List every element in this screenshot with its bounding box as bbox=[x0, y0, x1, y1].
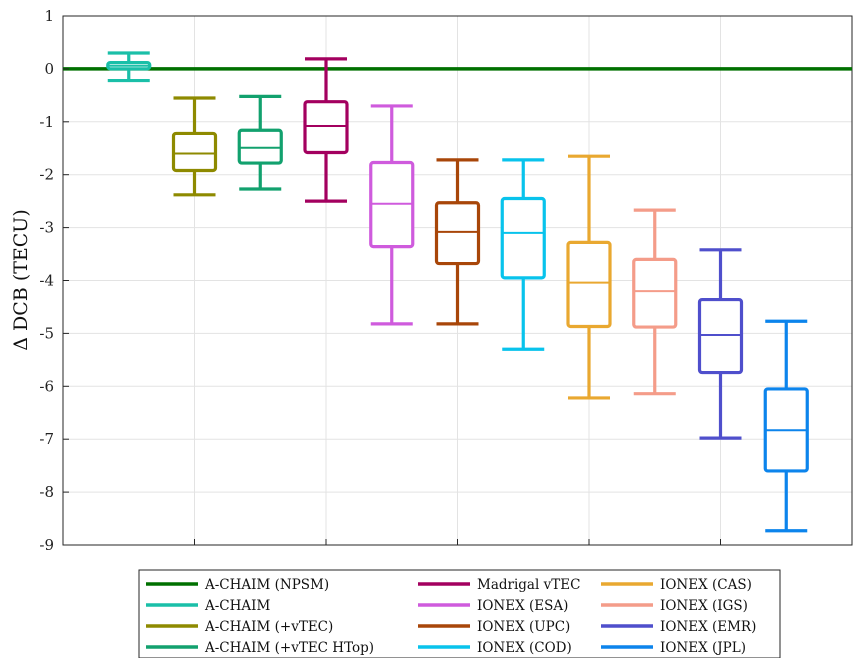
legend-label: Madrigal vTEC bbox=[477, 577, 580, 593]
iqr-box bbox=[632, 257, 678, 329]
legend-label: IONEX (CAS) bbox=[660, 577, 752, 593]
iqr-box bbox=[434, 201, 481, 266]
y-tick-label: -9 bbox=[39, 536, 54, 554]
y-tick-label: -2 bbox=[39, 166, 54, 184]
x-axis-ticks bbox=[194, 539, 721, 545]
y-tick-label: -1 bbox=[39, 113, 54, 131]
iqr-box bbox=[500, 196, 546, 280]
y-axis-ticks: 1 0 -1 -2 -3 -4 -5 -6 -7 -8 -9 bbox=[39, 7, 69, 554]
iqr-box bbox=[697, 297, 744, 375]
legend-label: IONEX (JPL) bbox=[660, 640, 746, 656]
box-a-chaim-vtec bbox=[171, 96, 218, 197]
legend-label: IONEX (COD) bbox=[477, 640, 572, 656]
legend-label: A-CHAIM (+vTEC) bbox=[204, 619, 333, 635]
legend: A-CHAIM (NPSM) A-CHAIM A-CHAIM (+vTEC) A-CH… bbox=[138, 569, 781, 658]
box-ionex-upc bbox=[434, 158, 481, 326]
iqr-box bbox=[237, 128, 283, 165]
box-ionex-emr bbox=[697, 248, 744, 440]
y-tick-label: -8 bbox=[39, 483, 54, 501]
y-tick-label: -5 bbox=[39, 324, 54, 342]
iqr-box bbox=[566, 240, 612, 329]
y-tick-label: 0 bbox=[44, 60, 54, 78]
box-ionex-cod bbox=[500, 158, 546, 351]
y-tick-label: -6 bbox=[39, 377, 54, 395]
iqr-box bbox=[171, 131, 218, 173]
legend-label: A-CHAIM (NPSM) bbox=[204, 577, 329, 593]
box-ionex-jpl bbox=[763, 319, 809, 533]
y-axis-label: Δ DCB (TECU) bbox=[10, 209, 32, 350]
legend-label: IONEX (IGS) bbox=[660, 598, 748, 614]
legend-label: A-CHAIM bbox=[204, 598, 270, 614]
iqr-box bbox=[303, 100, 349, 155]
y-tick-label: -7 bbox=[39, 430, 54, 448]
box-ionex-cas bbox=[566, 154, 612, 400]
y-tick-label: 1 bbox=[44, 7, 54, 25]
box-ionex-esa bbox=[369, 104, 415, 326]
legend-label: IONEX (UPC) bbox=[477, 619, 570, 635]
y-tick-label: -3 bbox=[39, 219, 54, 237]
y-tick-label: -4 bbox=[39, 272, 54, 290]
boxes-layer bbox=[106, 51, 809, 533]
legend-label: IONEX (ESA) bbox=[477, 598, 568, 614]
legend-label: IONEX (EMR) bbox=[660, 619, 756, 635]
box-a-chaim bbox=[106, 51, 152, 83]
box-ionex-igs bbox=[632, 208, 678, 396]
box-madrigal-vtec bbox=[303, 57, 349, 203]
legend-label: A-CHAIM (+vTEC HTop) bbox=[204, 640, 374, 656]
box-a-chaim-vtec-htop bbox=[237, 94, 283, 191]
